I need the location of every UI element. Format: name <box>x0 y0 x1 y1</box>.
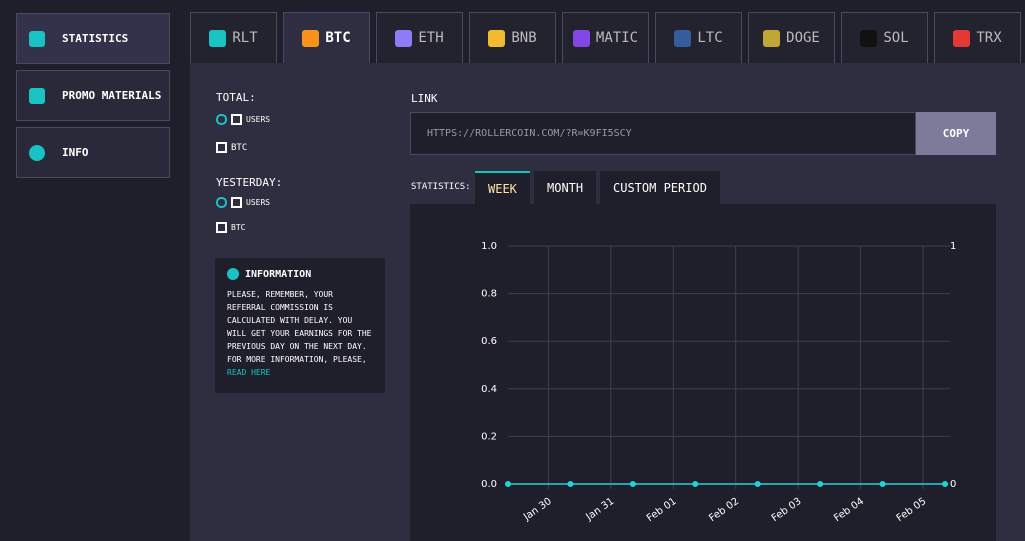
info-title: Information <box>227 268 373 280</box>
data-point <box>629 481 636 487</box>
y-tick-label: 0.4 <box>481 384 497 395</box>
y2-tick-label: 0 <box>950 479 956 490</box>
link-field[interactable]: https://rollercoin.com/?r=k9fi5scy <box>410 112 916 155</box>
users-stat: Users <box>216 114 270 125</box>
coin-tab[interactable]: MATIC <box>562 12 649 63</box>
nav-label[interactable]: Info <box>62 146 89 159</box>
users-label: Users <box>246 198 271 207</box>
data-point <box>567 481 574 487</box>
coin-icon <box>209 29 227 47</box>
coin-tab-label[interactable]: TRX <box>976 30 1002 46</box>
info-title-text: Information <box>245 269 312 280</box>
data-point <box>505 481 511 487</box>
nav-label[interactable]: Statistics <box>62 32 129 45</box>
data-point <box>942 481 948 487</box>
coin-tab-label[interactable]: SOL <box>883 30 909 46</box>
coin-tab-label[interactable]: ETH <box>418 30 444 46</box>
total-title: Total: <box>216 91 256 104</box>
coin-icon <box>953 29 971 47</box>
y-tick-label: 1.0 <box>481 241 497 252</box>
nav-item[interactable]: Promo Materials <box>16 70 170 121</box>
coin-icon <box>674 29 692 47</box>
yesterday-title: Yesterday: <box>216 176 283 189</box>
coin-stat: BTC <box>216 222 245 233</box>
coin-icon <box>395 29 413 47</box>
coin-tab[interactable]: RLT <box>190 12 277 63</box>
coin-tab-label[interactable]: MATIC <box>595 30 639 46</box>
coin-icon <box>302 29 320 47</box>
coin-tab[interactable]: TRX <box>934 12 1021 63</box>
coin-tab-label[interactable]: BTC <box>325 30 351 46</box>
data-point <box>692 481 699 487</box>
coin-tab[interactable]: DOGE <box>748 12 835 63</box>
y-tick-label: 0.8 <box>481 289 497 300</box>
nav-item[interactable]: Info <box>16 127 170 178</box>
statistics-label: Statistics: <box>411 182 471 192</box>
coin-tab[interactable]: BTC <box>283 12 370 63</box>
chart-bg <box>410 204 996 541</box>
coin-stat: BTC <box>216 142 247 153</box>
info-text: Please, remember, your referral commissi… <box>227 290 372 364</box>
link-label: Link <box>411 92 438 105</box>
nav-item[interactable]: Statistics <box>16 13 170 64</box>
coin-tab-label[interactable]: DOGE <box>786 30 820 46</box>
coin-tab[interactable]: LTC <box>655 12 742 63</box>
coin-icon <box>572 29 590 47</box>
sidebar: Statistics Promo Materials Info <box>0 0 190 541</box>
y-tick-label: 0.6 <box>481 336 497 347</box>
y2-tick-label: 1 <box>950 241 956 252</box>
y-tick-label: 0.2 <box>481 431 497 442</box>
coin-label: BTC <box>231 143 248 153</box>
period-tab[interactable]: Month <box>534 171 597 204</box>
coin-tab[interactable]: SOL <box>841 12 928 63</box>
y-tick-label: 0.0 <box>481 479 497 490</box>
coin-tab-label[interactable]: RLT <box>232 30 258 46</box>
users-label: Users <box>246 115 271 124</box>
data-point <box>817 481 824 487</box>
coin-tab-label[interactable]: LTC <box>697 30 723 46</box>
users-stat: Users <box>216 197 270 208</box>
coin-icon <box>763 29 781 47</box>
coin-tab-label[interactable]: BNB <box>511 30 537 46</box>
coin-icon <box>860 29 878 47</box>
coin-tab[interactable]: ETH <box>376 12 463 63</box>
data-point <box>754 481 761 487</box>
period-tab[interactable]: Week <box>475 171 530 204</box>
info-link[interactable]: read here <box>227 368 271 377</box>
coin-icon <box>488 29 506 47</box>
info-box: Information Please, remember, your refer… <box>215 258 385 393</box>
copy-button[interactable]: Copy <box>916 112 996 155</box>
data-point <box>879 481 886 487</box>
period-tab[interactable]: Custom Period <box>600 171 720 204</box>
coin-tab[interactable]: BNB <box>469 12 556 63</box>
coin-label: BTC <box>231 223 246 232</box>
nav-label[interactable]: Promo Materials <box>62 89 162 102</box>
